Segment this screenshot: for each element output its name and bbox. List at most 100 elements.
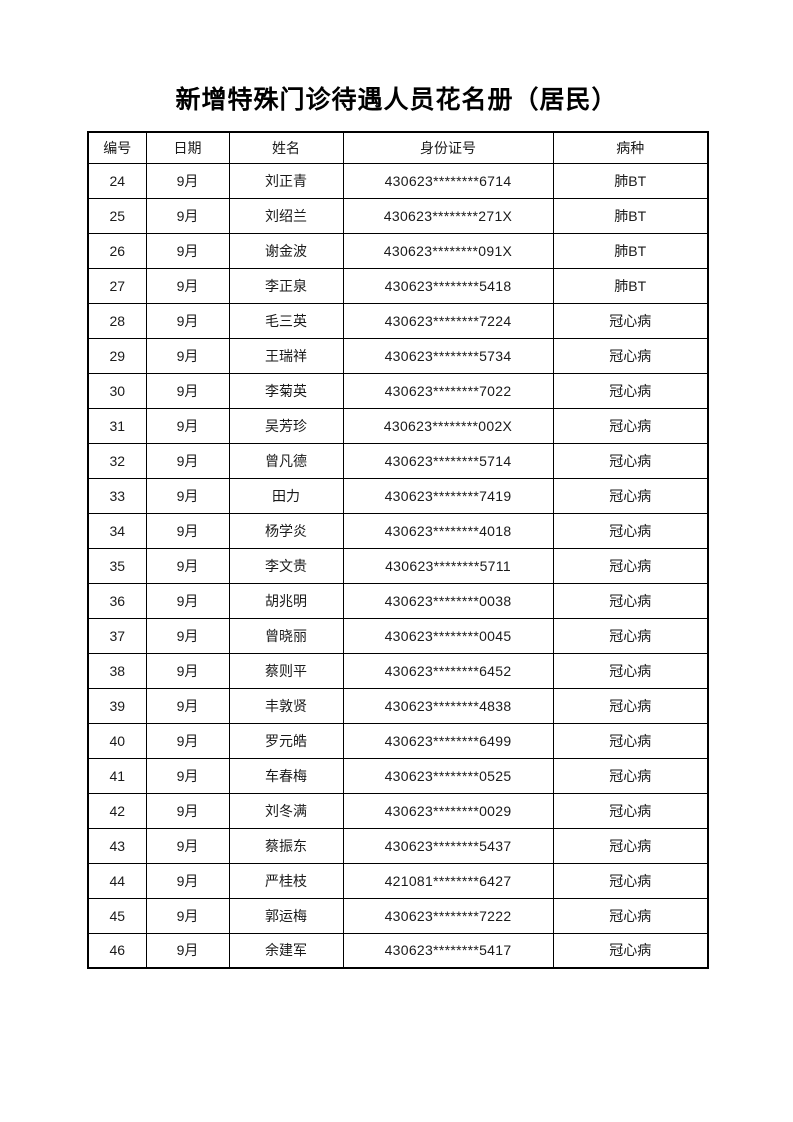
table-row: 33 9月 田力 430623********7419 冠心病 bbox=[87, 477, 709, 514]
table-cell-no: 40 bbox=[87, 722, 147, 759]
table-row: 46 9月 余建军 430623********5417 冠心病 bbox=[87, 932, 709, 969]
table-row: 25 9月 刘绍兰 430623********271X 肺BT bbox=[87, 197, 709, 234]
table-cell-disease: 肺BT bbox=[552, 232, 709, 269]
table-cell-date: 9月 bbox=[145, 407, 230, 444]
table-row: 29 9月 王瑞祥 430623********5734 冠心病 bbox=[87, 337, 709, 374]
table-cell-id: 430623********6714 bbox=[342, 162, 554, 199]
table-cell-no: 39 bbox=[87, 687, 147, 724]
table-body: 24 9月 刘正青 430623********6714 肺BT 25 9月 刘绍兰 43062… bbox=[87, 162, 709, 969]
table-cell-date: 9月 bbox=[145, 197, 230, 234]
table-cell-id: 421081********6427 bbox=[342, 862, 554, 899]
table-cell-name: 丰敦贤 bbox=[228, 687, 344, 724]
table-cell-id: 430623********6452 bbox=[342, 652, 554, 689]
table-header-cell: 病种 bbox=[552, 131, 709, 164]
table-cell-date: 9月 bbox=[145, 687, 230, 724]
table-cell-no: 46 bbox=[87, 932, 147, 969]
table-cell-date: 9月 bbox=[145, 757, 230, 794]
table-row: 31 9月 吴芳珍 430623********002X 冠心病 bbox=[87, 407, 709, 444]
table-cell-date: 9月 bbox=[145, 267, 230, 304]
table-cell-id: 430623********5418 bbox=[342, 267, 554, 304]
table-cell-date: 9月 bbox=[145, 617, 230, 654]
table-cell-disease: 冠心病 bbox=[552, 757, 709, 794]
table-cell-id: 430623********5711 bbox=[342, 547, 554, 584]
table-row: 27 9月 李正泉 430623********5418 肺BT bbox=[87, 267, 709, 304]
table-cell-id: 430623********5437 bbox=[342, 827, 554, 864]
table-cell-no: 36 bbox=[87, 582, 147, 619]
table-cell-date: 9月 bbox=[145, 512, 230, 549]
table-cell-id: 430623********4018 bbox=[342, 512, 554, 549]
table-cell-name: 蔡则平 bbox=[228, 652, 344, 689]
table-cell-no: 28 bbox=[87, 302, 147, 339]
table-cell-disease: 冠心病 bbox=[552, 722, 709, 759]
table-cell-disease: 冠心病 bbox=[552, 407, 709, 444]
table-row: 32 9月 曾凡德 430623********5714 冠心病 bbox=[87, 442, 709, 479]
table-cell-no: 42 bbox=[87, 792, 147, 829]
table-cell-no: 34 bbox=[87, 512, 147, 549]
table-cell-name: 郭运梅 bbox=[228, 897, 344, 934]
table-cell-no: 35 bbox=[87, 547, 147, 584]
table-row: 41 9月 车春梅 430623********0525 冠心病 bbox=[87, 757, 709, 794]
table-cell-date: 9月 bbox=[145, 932, 230, 969]
table-cell-disease: 冠心病 bbox=[552, 862, 709, 899]
table-row: 36 9月 胡兆明 430623********0038 冠心病 bbox=[87, 582, 709, 619]
table-cell-id: 430623********4838 bbox=[342, 687, 554, 724]
table-cell-no: 43 bbox=[87, 827, 147, 864]
table-cell-id: 430623********0029 bbox=[342, 792, 554, 829]
table-cell-id: 430623********5714 bbox=[342, 442, 554, 479]
table-cell-date: 9月 bbox=[145, 232, 230, 269]
table-cell-name: 曾凡德 bbox=[228, 442, 344, 479]
table-cell-id: 430623********0038 bbox=[342, 582, 554, 619]
table-cell-disease: 冠心病 bbox=[552, 302, 709, 339]
table-cell-name: 毛三英 bbox=[228, 302, 344, 339]
page-title: 新增特殊门诊待遇人员花名册（居民） bbox=[175, 87, 618, 114]
table-cell-id: 430623********271X bbox=[342, 197, 554, 234]
table-cell-name: 罗元皓 bbox=[228, 722, 344, 759]
table-cell-id: 430623********0525 bbox=[342, 757, 554, 794]
table-cell-name: 胡兆明 bbox=[228, 582, 344, 619]
table-cell-id: 430623********7419 bbox=[342, 477, 554, 514]
table-cell-date: 9月 bbox=[145, 302, 230, 339]
table-cell-no: 30 bbox=[87, 372, 147, 409]
table-cell-name: 李文贵 bbox=[228, 547, 344, 584]
table-cell-date: 9月 bbox=[145, 862, 230, 899]
table-cell-no: 45 bbox=[87, 897, 147, 934]
table-cell-date: 9月 bbox=[145, 337, 230, 374]
table-cell-disease: 冠心病 bbox=[552, 792, 709, 829]
table-cell-disease: 肺BT bbox=[552, 162, 709, 199]
table-cell-name: 杨学炎 bbox=[228, 512, 344, 549]
table-cell-disease: 冠心病 bbox=[552, 617, 709, 654]
table-cell-name: 刘正青 bbox=[228, 162, 344, 199]
table-cell-no: 37 bbox=[87, 617, 147, 654]
table-cell-disease: 冠心病 bbox=[552, 512, 709, 549]
table-cell-disease: 冠心病 bbox=[552, 337, 709, 374]
table-row: 44 9月 严桂枝 421081********6427 冠心病 bbox=[87, 862, 709, 899]
table-row: 39 9月 丰敦贤 430623********4838 冠心病 bbox=[87, 687, 709, 724]
table-cell-name: 王瑞祥 bbox=[228, 337, 344, 374]
table-cell-disease: 冠心病 bbox=[552, 582, 709, 619]
table-cell-date: 9月 bbox=[145, 582, 230, 619]
table-cell-name: 李菊英 bbox=[228, 372, 344, 409]
table-cell-date: 9月 bbox=[145, 547, 230, 584]
table-cell-name: 田力 bbox=[228, 477, 344, 514]
table-cell-disease: 冠心病 bbox=[552, 547, 709, 584]
table-cell-no: 44 bbox=[87, 862, 147, 899]
table-cell-name: 刘冬满 bbox=[228, 792, 344, 829]
table-cell-name: 严桂枝 bbox=[228, 862, 344, 899]
table-cell-name: 李正泉 bbox=[228, 267, 344, 304]
table-cell-name: 谢金波 bbox=[228, 232, 344, 269]
table-cell-id: 430623********002X bbox=[342, 407, 554, 444]
table-header-cell: 编号 bbox=[87, 131, 147, 164]
table-cell-id: 430623********6499 bbox=[342, 722, 554, 759]
table-cell-id: 430623********7224 bbox=[342, 302, 554, 339]
table-cell-disease: 冠心病 bbox=[552, 372, 709, 409]
table-cell-disease: 冠心病 bbox=[552, 687, 709, 724]
table-cell-no: 31 bbox=[87, 407, 147, 444]
table-cell-id: 430623********7022 bbox=[342, 372, 554, 409]
table-cell-disease: 冠心病 bbox=[552, 932, 709, 969]
table-row: 37 9月 曾晓丽 430623********0045 冠心病 bbox=[87, 617, 709, 654]
table-cell-date: 9月 bbox=[145, 477, 230, 514]
table-cell-no: 38 bbox=[87, 652, 147, 689]
table-cell-id: 430623********0045 bbox=[342, 617, 554, 654]
table-header-row: 编号 日期 姓名 身份证号 病种 bbox=[87, 131, 709, 164]
